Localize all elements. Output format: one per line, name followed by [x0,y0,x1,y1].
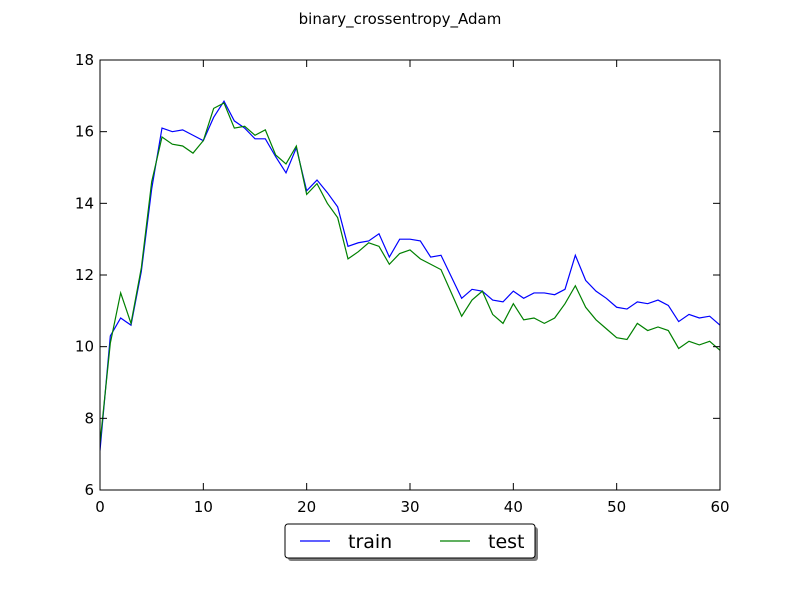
x-tick-label: 0 [95,498,105,516]
y-tick-label: 8 [84,409,94,427]
legend-box [284,523,536,559]
legend: train test [284,523,538,561]
x-tick-label: 30 [400,498,419,516]
y-tick-label: 18 [75,51,94,69]
legend-label-train: train [348,531,392,553]
y-tick-label: 14 [75,194,94,212]
y-tick-label: 16 [75,123,94,141]
x-tick-label: 40 [504,498,523,516]
x-tick-label: 50 [607,498,626,516]
plot-lines [100,100,720,451]
series-line-test [100,102,720,444]
axis-ticks: 0 10 20 30 40 50 60 6 8 10 12 14 16 18 [75,51,730,516]
plot-frame [99,59,721,491]
x-tick-label: 10 [194,498,213,516]
y-tick-label: 12 [75,266,94,284]
x-tick-label: 20 [297,498,316,516]
chart-title: binary_crossentropy_Adam [299,10,502,29]
y-tick-label: 10 [75,338,94,356]
x-tick-label: 60 [710,498,729,516]
y-tick-label: 6 [84,481,94,499]
legend-label-test: test [488,531,525,553]
